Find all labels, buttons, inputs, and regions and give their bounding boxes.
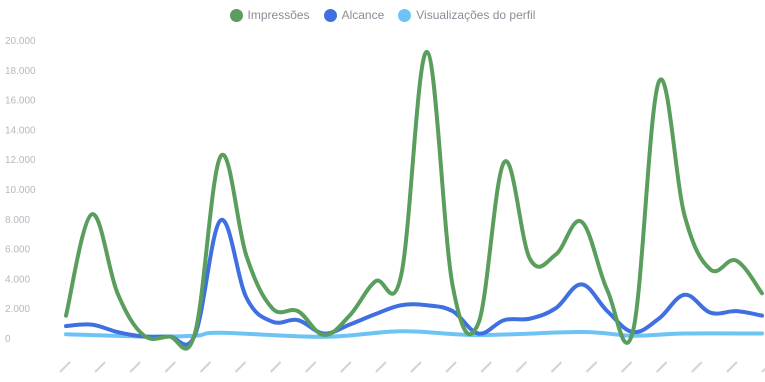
x-tick-mark	[445, 361, 457, 373]
chart-legend: Impressões Alcance Visualizações do perf…	[0, 8, 765, 22]
x-tick-mark	[585, 361, 598, 373]
y-tick-label: 2.000	[5, 304, 30, 315]
x-tick-mark	[94, 361, 106, 373]
x-tick-mark	[234, 361, 247, 373]
y-tick-label: 12.000	[5, 155, 36, 166]
x-tick-mark	[59, 361, 71, 373]
x-tick-mark	[164, 361, 177, 373]
x-tick-mark	[340, 361, 352, 373]
series-line-1	[64, 218, 764, 347]
y-tick-label: 8.000	[5, 215, 30, 226]
legend-item-alcance[interactable]: Alcance	[323, 8, 385, 22]
x-tick-mark	[269, 361, 282, 373]
x-tick-mark	[129, 361, 141, 373]
x-tick-mark	[410, 361, 422, 373]
y-tick-label: 0	[5, 334, 11, 345]
x-tick-mark	[304, 361, 317, 373]
legend-item-impressoes[interactable]: Impressões	[229, 8, 310, 22]
x-tick-mark	[199, 361, 212, 373]
x-tick-mark	[655, 361, 668, 373]
x-tick-mark	[480, 361, 492, 373]
legend-swatch-visualizacoes	[398, 8, 412, 22]
legend-label-alcance: Alcance	[341, 8, 385, 22]
legend-label-visualizacoes: Visualizações do perfil	[416, 8, 536, 22]
y-tick-label: 18.000	[5, 66, 36, 77]
legend-item-visualizacoes[interactable]: Visualizações do perfil	[398, 8, 535, 22]
legend-label-impressoes: Impressões	[247, 8, 310, 22]
y-tick-label: 16.000	[5, 96, 36, 107]
x-tick-mark	[761, 367, 765, 373]
y-tick-label: 6.000	[5, 245, 30, 256]
x-tick-mark	[726, 361, 738, 373]
series-line-0	[64, 49, 764, 351]
y-tick-label: 14.000	[5, 125, 36, 136]
y-tick-label: 20.000	[5, 36, 36, 47]
x-tick-mark	[375, 361, 387, 373]
y-tick-label: 10.000	[5, 185, 36, 196]
legend-swatch-alcance	[323, 8, 337, 22]
y-tick-label: 4.000	[5, 274, 30, 285]
x-tick-mark	[691, 361, 703, 373]
x-tick-mark	[515, 361, 528, 373]
x-tick-mark	[620, 361, 633, 373]
legend-swatch-impressoes	[229, 8, 243, 22]
x-tick-mark	[550, 361, 563, 373]
series-line-2	[64, 329, 764, 339]
